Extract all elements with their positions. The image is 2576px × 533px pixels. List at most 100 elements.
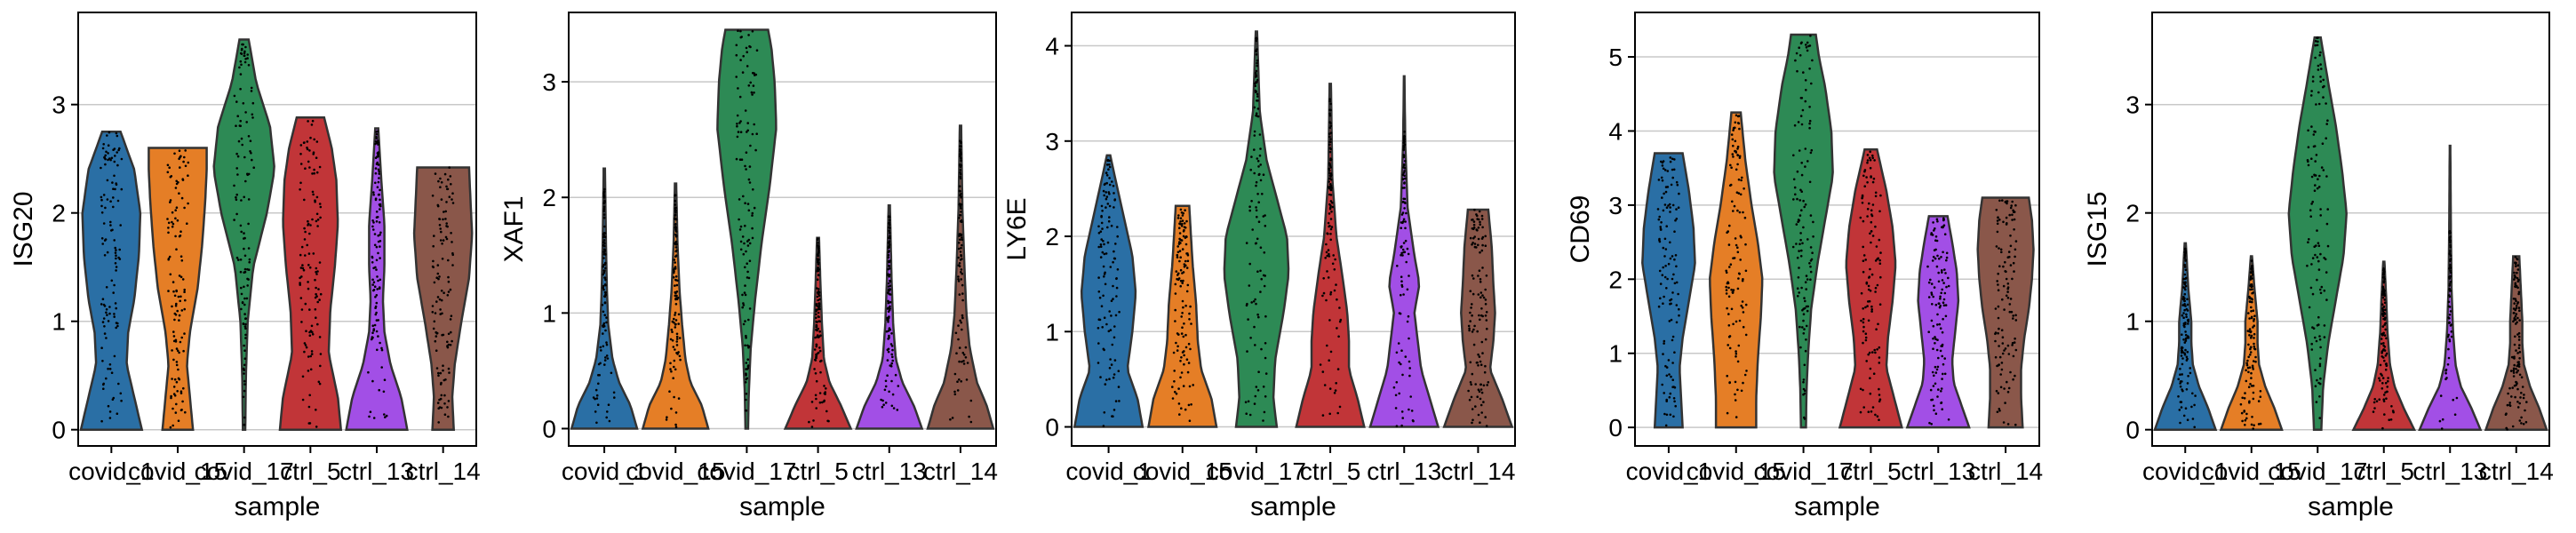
x-tick-label: ctrl_13 [339,457,414,485]
data-point [178,319,180,322]
data-point [2005,277,2008,281]
data-point [1188,312,1191,315]
data-point [1732,155,1735,158]
violin-ctrl_13 [1905,215,1971,429]
data-point [1402,218,1406,221]
data-point [1928,421,1931,425]
data-point [746,203,750,205]
data-point [2316,278,2318,282]
data-point [735,44,738,47]
data-point [2324,258,2327,261]
data-point [318,261,322,264]
data-point [1934,371,1938,374]
data-point [1799,188,1802,192]
data-point [1734,139,1737,143]
data-point [106,198,109,201]
data-point [1737,277,1740,280]
data-point [379,204,382,208]
data-point [816,258,819,260]
data-point [2006,391,2010,394]
data-point [751,29,754,33]
data-point [2006,297,2010,299]
data-point [182,386,185,390]
data-point [1108,163,1111,166]
data-point [447,332,451,336]
data-point [1736,145,1740,148]
data-point [1338,306,1341,309]
data-point [1105,197,1108,201]
data-point [1107,219,1111,223]
data-point [605,354,609,357]
data-point [1402,293,1405,296]
data-point [2245,412,2248,416]
data-point [2248,328,2252,330]
data-point [378,287,381,290]
data-point [1114,314,1118,317]
x-axis-label: sample [1794,492,1880,521]
chart-panel-isg20: 0123covid_1covid_15covid_17ctrl_5ctrl_13… [9,12,481,521]
data-point [1737,122,1741,125]
data-point [1728,184,1732,187]
data-point [304,167,307,170]
data-point [1731,200,1734,203]
data-point [890,353,893,356]
data-point [1660,160,1663,163]
data-point [2182,312,2185,314]
data-point [174,338,178,342]
data-point [1475,362,1479,364]
data-point [2517,290,2521,294]
data-point [108,131,111,134]
data-point [2322,169,2325,171]
data-point [959,169,962,171]
data-point [377,251,379,255]
data-point [431,305,435,307]
data-point [1661,274,1664,277]
data-point [2187,320,2189,323]
data-point [2313,189,2317,192]
data-point [2014,248,2017,251]
data-point [1113,325,1116,328]
data-point [1934,248,1937,251]
data-point [108,312,111,315]
data-point [1741,306,1744,309]
data-point [674,411,678,414]
data-point [239,124,243,128]
data-point [1480,391,1484,394]
data-point [1867,410,1870,414]
y-tick-label: 0 [52,417,66,444]
data-point [1188,385,1192,388]
data-point [1406,288,1409,291]
data-point [1103,194,1105,197]
data-point [2239,402,2243,406]
data-point [1411,419,1415,422]
data-point [1932,385,1935,387]
data-point [1400,362,1402,366]
data-point [2516,268,2520,271]
data-point [236,115,240,117]
data-point [738,122,741,124]
data-point [1114,243,1117,245]
data-point [2187,322,2189,325]
data-point [1471,227,1474,230]
data-point [1398,392,1400,395]
data-point [1259,147,1262,150]
data-point [1728,346,1732,350]
data-point [2506,403,2509,407]
data-point [2193,403,2196,407]
data-point [886,348,889,352]
data-point [956,380,959,384]
data-point [104,206,107,210]
data-point [2312,327,2316,330]
data-point [299,266,303,269]
y-axis-label: XAF1 [499,195,529,262]
data-point [1329,293,1332,296]
data-point [245,121,249,123]
data-point [1867,300,1870,303]
data-point [2009,370,2012,374]
data-point [114,187,116,191]
violin-covid_1 [2153,242,2218,431]
data-point [1190,322,1192,325]
data-point [1865,281,1869,284]
data-point [815,304,817,306]
data-point [1402,148,1405,152]
